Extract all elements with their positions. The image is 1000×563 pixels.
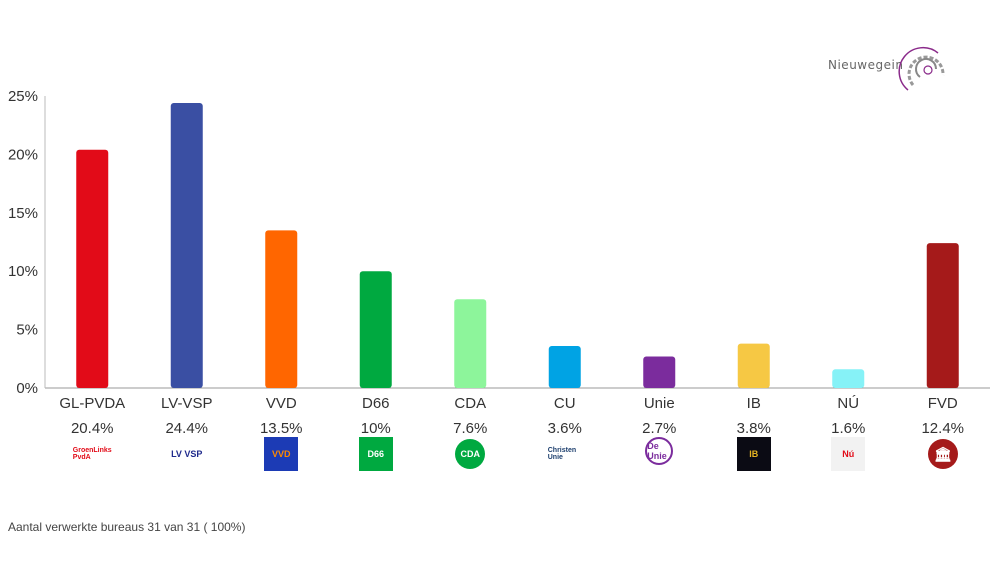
value-label: 2.7% bbox=[642, 420, 676, 437]
category-label: D66 bbox=[362, 395, 390, 412]
processed-count-footer: Aantal verwerkte bureaus 31 van 31 ( 100… bbox=[8, 520, 246, 534]
bar-cu bbox=[548, 345, 581, 388]
bar-d66 bbox=[359, 271, 392, 388]
y-tick-label: 5% bbox=[16, 322, 38, 339]
category-label: GL-PVDA bbox=[59, 395, 125, 412]
party-logo-fvd-icon: 🏛 bbox=[927, 439, 958, 469]
party-logo-d66-icon: D66 bbox=[358, 437, 393, 471]
party-logo-ib-icon: IB bbox=[736, 437, 771, 471]
party-logo-lv-vsp-icon: LV VSP bbox=[169, 437, 204, 471]
y-tick-label: 15% bbox=[8, 205, 38, 222]
value-label: 10% bbox=[361, 420, 391, 437]
value-label: 12.4% bbox=[921, 420, 964, 437]
category-label: LV-VSP bbox=[161, 395, 212, 412]
bar-cda bbox=[454, 299, 487, 388]
party-logo-cu-icon: Christen Unie bbox=[547, 437, 582, 471]
value-label: 7.6% bbox=[453, 420, 487, 437]
nieuwegein-logo-icon bbox=[898, 46, 945, 91]
category-label: CDA bbox=[454, 395, 486, 412]
value-label: 24.4% bbox=[165, 420, 208, 437]
y-tick-label: 20% bbox=[8, 146, 38, 163]
bars bbox=[76, 103, 959, 389]
category-label: IB bbox=[747, 395, 761, 412]
y-tick-label: 10% bbox=[8, 263, 38, 280]
party-logo-nú-icon: Nú bbox=[831, 437, 866, 471]
y-tick-label: 25% bbox=[8, 88, 38, 105]
value-label: 1.6% bbox=[831, 420, 865, 437]
category-labels: GL-PVDA 20.4% LV-VSP 24.4% VVD 13.5% D66 10% CDA… bbox=[59, 395, 964, 437]
y-tick-label: 0% bbox=[16, 380, 38, 397]
bar-ib bbox=[737, 343, 770, 388]
category-label: CU bbox=[554, 395, 576, 412]
bar-fvd bbox=[926, 243, 959, 388]
bar-vvd bbox=[265, 230, 298, 388]
value-label: 3.6% bbox=[548, 420, 582, 437]
party-logo-unie-icon: De Unie bbox=[645, 437, 674, 465]
y-axis: 0% 5% 10% 15% 20% 25% bbox=[8, 88, 38, 397]
party-logo-gl-pvda-icon: GroenLinks PvdA bbox=[73, 437, 112, 471]
category-label: Unie bbox=[644, 395, 675, 412]
bar-lv-vsp bbox=[170, 103, 203, 389]
party-logo-vvd-icon: VVD bbox=[264, 437, 299, 471]
bar-gl-pvda bbox=[76, 149, 109, 388]
value-label: 13.5% bbox=[260, 420, 303, 437]
party-logo-cda-icon: CDA bbox=[455, 439, 486, 469]
category-label: NÚ bbox=[837, 395, 859, 412]
value-label: 20.4% bbox=[71, 420, 114, 437]
value-label: 3.8% bbox=[737, 420, 771, 437]
bar-nú bbox=[832, 369, 865, 388]
category-label: FVD bbox=[928, 395, 958, 412]
brand-name: Nieuwegein bbox=[828, 58, 904, 72]
bar-unie bbox=[643, 356, 676, 388]
category-label: VVD bbox=[266, 395, 297, 412]
